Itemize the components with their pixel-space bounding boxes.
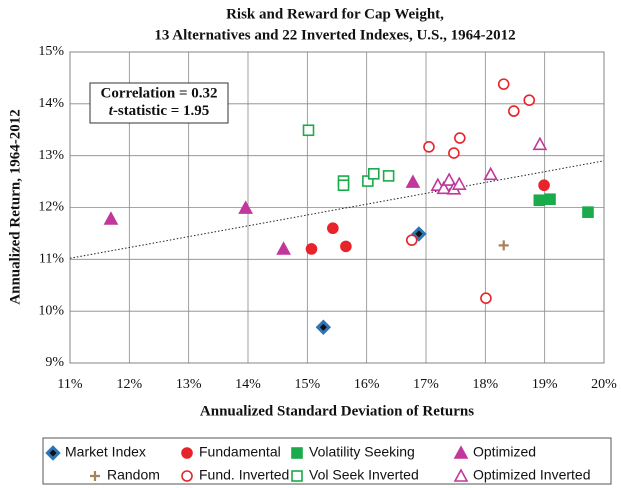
legend-marker xyxy=(291,470,303,482)
point xyxy=(508,105,520,117)
legend-label: Volatility Seeking xyxy=(309,444,415,460)
x-tick-label: 18% xyxy=(472,377,498,392)
point xyxy=(582,206,594,218)
point xyxy=(340,240,352,253)
point xyxy=(480,292,492,305)
point xyxy=(276,241,291,255)
point xyxy=(544,193,556,206)
point xyxy=(103,211,119,225)
point xyxy=(497,78,510,90)
point xyxy=(337,179,350,192)
point xyxy=(327,222,339,235)
y-tick-label: 10% xyxy=(38,303,64,318)
point xyxy=(498,240,509,251)
legend-box xyxy=(42,437,612,485)
legend-label: Fund. Inverted xyxy=(199,467,289,483)
legend-label: Optimized xyxy=(473,444,536,460)
point xyxy=(451,176,467,190)
point xyxy=(405,174,421,188)
chart-title: 13 Alternatives and 22 Inverted Indexes,… xyxy=(154,27,515,43)
legend-marker xyxy=(453,468,469,482)
x-tick-label: 14% xyxy=(235,377,261,392)
legend-marker xyxy=(453,445,469,459)
y-tick-label: 12% xyxy=(38,200,64,215)
point xyxy=(436,180,452,195)
point xyxy=(533,194,546,207)
legend-marker xyxy=(291,447,303,459)
legend-marker xyxy=(45,445,61,461)
x-tick-label: 20% xyxy=(591,377,617,392)
legend-marker xyxy=(90,471,100,481)
y-tick-label: 13% xyxy=(38,148,64,163)
x-tick-label: 13% xyxy=(176,377,202,392)
y-tick-label: 11% xyxy=(39,252,64,267)
marker-center xyxy=(319,323,327,331)
x-tick-label: 16% xyxy=(354,377,380,392)
point xyxy=(483,166,499,181)
marker-center xyxy=(49,449,57,457)
x-tick-label: 15% xyxy=(294,377,320,392)
x-axis-title: Annualized Standard Deviation of Returns xyxy=(200,403,474,419)
point xyxy=(238,200,253,214)
legend-label: Optimized Inverted xyxy=(473,467,591,483)
point xyxy=(367,168,380,180)
point xyxy=(405,234,418,246)
legend-label: Random xyxy=(107,467,160,483)
point xyxy=(532,136,548,151)
point xyxy=(538,179,550,192)
y-tick-label: 14% xyxy=(38,96,64,111)
point xyxy=(423,141,435,153)
x-tick-label: 19% xyxy=(532,377,558,392)
point xyxy=(302,124,315,137)
point xyxy=(454,132,466,144)
legend-label: Market Index xyxy=(65,444,146,460)
annotation-box xyxy=(89,82,229,124)
trendline xyxy=(69,160,605,259)
x-tick-label: 11% xyxy=(57,377,82,392)
y-axis-title: Annualized Return, 1964-2012 xyxy=(7,109,23,304)
legend-marker xyxy=(181,470,193,482)
marker-center xyxy=(415,230,423,238)
point xyxy=(448,147,460,159)
point xyxy=(523,94,536,107)
x-tick-label: 17% xyxy=(413,377,439,392)
point xyxy=(305,243,318,255)
x-tick-label: 12% xyxy=(116,377,142,392)
annotation: Correlation = 0.32 xyxy=(100,85,217,101)
point xyxy=(382,170,395,182)
y-tick-label: 15% xyxy=(38,44,64,59)
annotation: t-statistic = 1.95 xyxy=(109,103,210,119)
point xyxy=(362,175,374,187)
chart-title: Risk and Reward for Cap Weight, xyxy=(226,6,444,22)
y-tick-label: 9% xyxy=(45,355,64,370)
legend-marker xyxy=(181,447,193,459)
point xyxy=(441,172,457,186)
legend-label: Fundamental xyxy=(199,444,281,460)
point xyxy=(315,319,332,335)
legend-label: Vol Seek Inverted xyxy=(309,467,419,483)
